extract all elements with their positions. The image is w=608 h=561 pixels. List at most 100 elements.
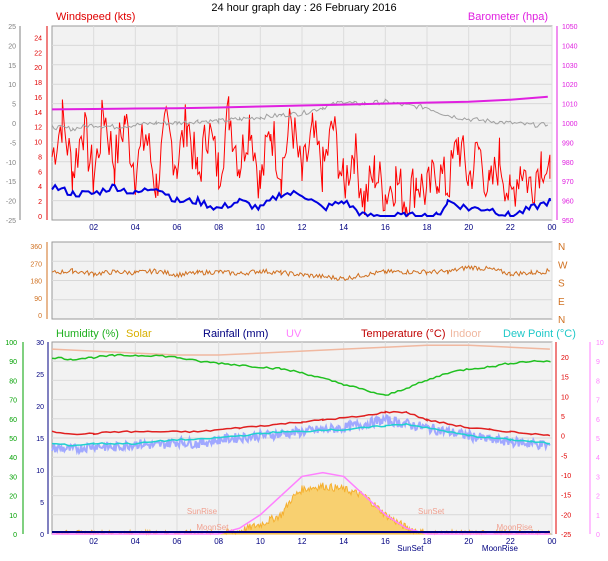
env-x-tick-label: 18 xyxy=(423,537,432,546)
wind-left-tick: 24 xyxy=(34,35,42,42)
baro-tick: 1000 xyxy=(562,121,578,128)
env-x-tick-label: 08 xyxy=(214,537,223,546)
wind-left-tick: 18 xyxy=(34,80,42,87)
wind-outer-tick: -5 xyxy=(10,140,16,147)
humidity-tick: 80 xyxy=(9,378,17,385)
wind-left-tick: 6 xyxy=(38,169,42,176)
wind-outer-tick: -10 xyxy=(6,160,16,167)
wind-speed-line xyxy=(51,96,551,218)
sun-moon-annotation: SunSet xyxy=(418,507,445,516)
wind-average-line xyxy=(51,183,551,218)
temperature-line xyxy=(51,410,551,437)
env-x-tick-label: 20 xyxy=(464,537,473,546)
humidity-tick: 40 xyxy=(9,455,17,462)
wind-left-tick: 8 xyxy=(38,154,42,161)
wind-outer-tick: 0 xyxy=(12,121,16,128)
rain-tick: 25 xyxy=(36,372,44,379)
env-x-tick-label: 16 xyxy=(381,537,390,546)
barometer-label: Barometer (hpa) xyxy=(468,11,548,23)
rainfall-label: Rainfall (mm) xyxy=(203,328,268,340)
environment-panel: Humidity (%) Solar Rainfall (mm) UV Temp… xyxy=(5,328,604,553)
wind-left-tick: 12 xyxy=(34,125,42,132)
baro-tick: 1030 xyxy=(562,63,578,70)
baro-tick: 960 xyxy=(562,199,574,206)
rain-tick: 20 xyxy=(36,404,44,411)
rain-tick: 10 xyxy=(36,468,44,475)
dir-left-tick: 360 xyxy=(30,244,42,251)
wind-left-tick: 22 xyxy=(34,50,42,57)
humidity-tick: 10 xyxy=(9,513,17,520)
temp-tick: 20 xyxy=(561,355,569,362)
moonrise-bottom-label: MoonRise xyxy=(482,544,519,553)
temp-tick: 15 xyxy=(561,375,569,382)
env-x-tick-label: 12 xyxy=(298,537,307,546)
baro-tick: 950 xyxy=(562,218,574,225)
uv-line xyxy=(52,471,550,535)
humidity-tick: 50 xyxy=(9,436,17,443)
solar-label: Solar xyxy=(126,328,152,340)
uv-tick: 6 xyxy=(596,417,600,424)
direction-series xyxy=(51,264,550,282)
dir-right-tick: W xyxy=(558,260,568,271)
temp-range-line xyxy=(51,413,551,456)
uv-tick: 7 xyxy=(596,398,600,405)
wind-left-tick: 4 xyxy=(38,184,42,191)
sun-moon-annotation: SunRise xyxy=(187,507,218,516)
rain-tick: 15 xyxy=(36,436,44,443)
humidity-label: Humidity (%) xyxy=(56,328,119,340)
humidity-line xyxy=(51,353,551,396)
baro-tick: 980 xyxy=(562,160,574,167)
windspeed-label: Windspeed (kts) xyxy=(56,11,135,23)
wind-left-tick: 2 xyxy=(38,199,42,206)
env-x-tick-label: 10 xyxy=(256,537,265,546)
baro-tick: 1020 xyxy=(562,82,578,89)
temp-tick: 10 xyxy=(561,394,569,401)
humidity-tick: 0 xyxy=(13,532,17,539)
wind-outer-tick: -25 xyxy=(6,218,16,225)
humidity-tick: 70 xyxy=(9,398,17,405)
barometer-line xyxy=(51,95,548,111)
wind-direction-line xyxy=(51,264,550,282)
temp-tick: -15 xyxy=(561,493,571,500)
wind-panel: Windspeed (kts) Barometer (hpa) 02 04 06 08… xyxy=(6,11,578,232)
wind-outer-tick: 5 xyxy=(12,102,16,109)
baro-tick: 1010 xyxy=(562,102,578,109)
wind-outer-tick: 15 xyxy=(8,63,16,70)
wind-outer-tick: 25 xyxy=(8,24,16,31)
page-title: 24 hour graph day : 26 February 2016 xyxy=(211,2,396,14)
wind-x-tick-label: 10 xyxy=(256,223,265,232)
uv-tick: 8 xyxy=(596,378,600,385)
uv-tick: 4 xyxy=(596,455,600,462)
wind-x-tick-label: 18 xyxy=(423,223,432,232)
temp-tick: -25 xyxy=(561,532,571,539)
sun-moon-annotation: MoonRise xyxy=(496,523,533,532)
temp-tick: -20 xyxy=(561,512,571,519)
baro-tick: 970 xyxy=(562,179,574,186)
dir-right-tick: N xyxy=(558,242,565,253)
uv-label: UV xyxy=(286,328,302,340)
wind-outer-tick: 10 xyxy=(8,82,16,89)
rain-tick: 0 xyxy=(40,532,44,539)
baro-tick: 990 xyxy=(562,140,574,147)
wind-left-tick: 20 xyxy=(34,65,42,72)
env-x-tick-label: 04 xyxy=(131,537,140,546)
wind-series xyxy=(51,95,551,218)
uv-tick: 3 xyxy=(596,474,600,481)
wind-left-tick: 16 xyxy=(34,95,42,102)
wind-x-tick-label: 02 xyxy=(89,223,98,232)
humidity-tick: 30 xyxy=(9,474,17,481)
uv-tick: 10 xyxy=(596,340,604,347)
humidity-tick: 20 xyxy=(9,494,17,501)
wind-x-tick-label: 16 xyxy=(381,223,390,232)
env-x-tick-label: 06 xyxy=(173,537,182,546)
indoor-label: Indoor xyxy=(450,328,482,340)
wind-outer-tick: -20 xyxy=(6,199,16,206)
environment-series: SunRise SunSet MoonSet MoonRise xyxy=(51,344,551,536)
temp-tick: -5 xyxy=(561,453,567,460)
dir-right-tick: E xyxy=(558,297,565,308)
wind-x-tick-label: 12 xyxy=(298,223,307,232)
wind-x-tick-label: 04 xyxy=(131,223,140,232)
dewpoint-line xyxy=(51,422,551,447)
humidity-tick: 100 xyxy=(5,340,17,347)
